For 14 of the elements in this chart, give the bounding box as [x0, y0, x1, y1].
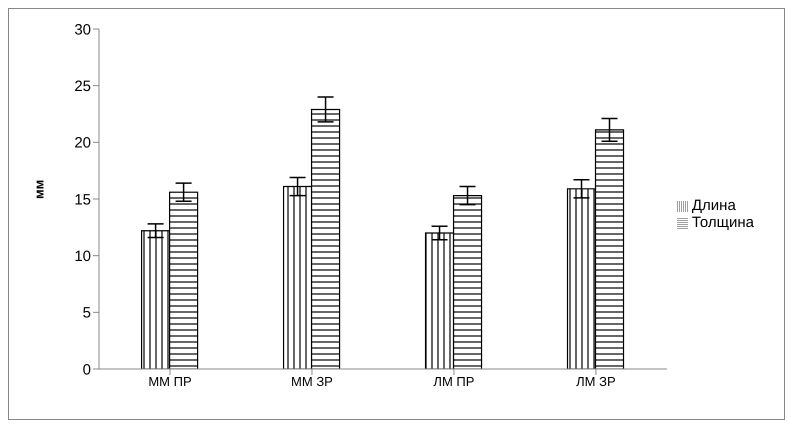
- y-tick-label: 0: [82, 361, 91, 378]
- x-tick-label: ММ ЗР: [291, 374, 333, 390]
- x-tick-label: ЛМ ПР: [433, 374, 474, 390]
- y-tick-label: 20: [74, 134, 91, 152]
- x-tick-label: ММ ПР: [148, 374, 192, 390]
- y-tick-label: 30: [74, 21, 91, 38]
- y-tick-label: 25: [74, 78, 91, 95]
- x-tick-label: ЛМ ЗР: [576, 374, 616, 390]
- legend-label: Длина: [692, 197, 736, 214]
- y-tick-label: 10: [74, 248, 91, 265]
- y-axis-title: мм: [32, 180, 47, 199]
- y-tick-label: 5: [82, 304, 91, 322]
- y-tick-label: 15: [74, 191, 91, 208]
- legend-label: Толщина: [692, 214, 754, 231]
